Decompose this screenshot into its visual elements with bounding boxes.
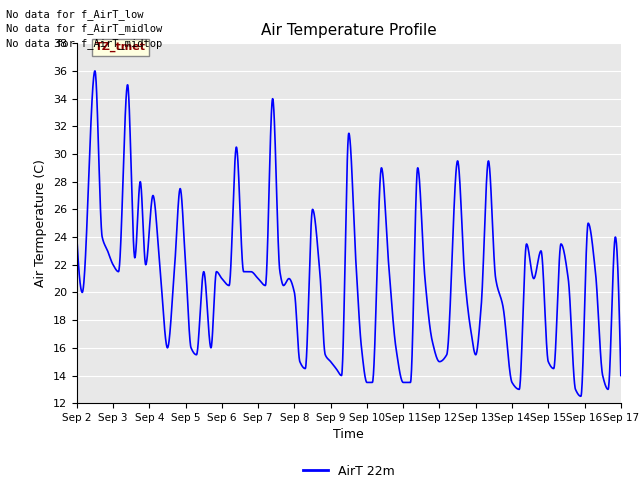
Text: TZ_tmet: TZ_tmet [95, 42, 146, 52]
Title: Air Temperature Profile: Air Temperature Profile [261, 23, 436, 38]
Text: No data for f_AirT_midtop: No data for f_AirT_midtop [6, 37, 163, 48]
X-axis label: Time: Time [333, 429, 364, 442]
Text: No data for f_AirT_low: No data for f_AirT_low [6, 9, 144, 20]
Text: No data for f_AirT_midlow: No data for f_AirT_midlow [6, 23, 163, 34]
Y-axis label: Air Termperature (C): Air Termperature (C) [35, 159, 47, 287]
Legend: AirT 22m: AirT 22m [298, 460, 399, 480]
